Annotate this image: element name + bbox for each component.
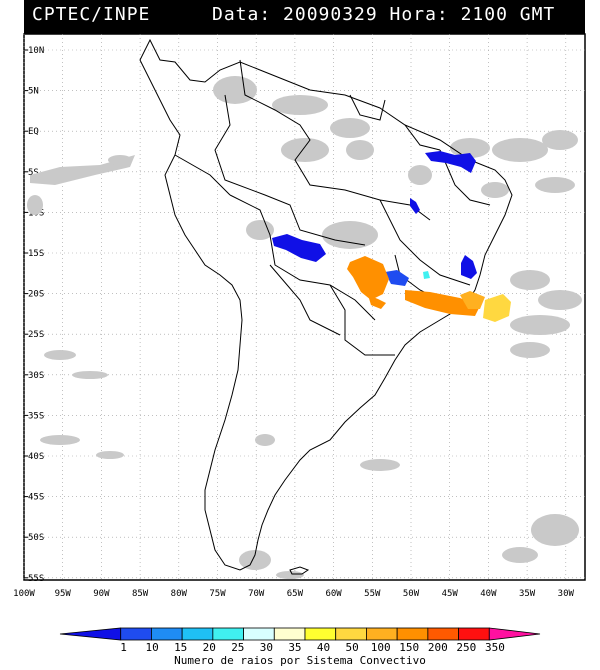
lat-label: 40S [28,452,44,462]
lat-label: 50S [28,533,44,543]
cluster-bahia [461,255,477,279]
legend-swatch [243,627,275,641]
cluster-sao-paulo [405,290,480,316]
cluster-atlantic [483,294,511,322]
lat-label: 5N [28,87,39,97]
cluster-bolivia [272,234,326,262]
legend-value: 10 [146,641,159,654]
legend-value: 15 [174,641,187,654]
convective-systems [272,151,511,322]
legend-swatch [488,627,541,641]
legend-swatch [212,627,244,641]
lon-label: 55W [364,589,381,599]
legend-value: 35 [288,641,301,654]
lat-label: EQ [28,127,39,137]
legend-labels: 1 10 15 20 25 30 35 40 50 100 150 200 250 350 [120,641,505,654]
cluster-mato-grosso [347,256,389,300]
cluster-northeast [425,151,476,173]
legend-swatch [120,627,152,641]
legend-swatch [396,627,429,641]
cluster-goias [385,270,409,286]
lon-label: 85W [132,589,149,599]
legend-value: 20 [203,641,216,654]
cluster-rio [460,291,485,309]
lat-label: 10N [28,46,44,56]
legend-value: 350 [485,641,505,654]
legend-value: 150 [399,641,419,654]
legend-swatch [335,627,367,641]
lat-label: 5S [28,168,39,178]
legend-value: 40 [317,641,330,654]
lat-label: 20S [28,290,44,300]
title-bar: CPTEC/INPE Data: 20090329 Hora: 2100 GMT [24,0,585,34]
lon-label: 35W [519,589,536,599]
cluster-cyan [423,271,430,279]
continent-outline [139,38,513,571]
lon-label: 45W [442,589,459,599]
lat-label: 35S [28,411,44,421]
lon-label: 90W [93,589,110,599]
lon-label: 40W [480,589,497,599]
legend-swatch [151,627,183,641]
lon-label: 75W [209,589,226,599]
lat-label: 55S [28,574,44,584]
cloud-cover [27,76,582,579]
legend-colorbar [59,627,541,641]
lon-label: 60W [325,589,342,599]
lat-label: 15S [28,249,44,259]
legend-value: 50 [345,641,358,654]
datetime-label: Data: 20090329 Hora: 2100 GMT [212,4,556,25]
legend-value: 250 [456,641,476,654]
legend-swatch [304,627,337,641]
lon-label: 65W [287,589,304,599]
lon-label: 70W [248,589,265,599]
lat-label: 30S [28,371,44,381]
lat-label: 25S [28,330,44,340]
longitude-labels: 100W 95W 90W 85W 80W 75W 70W 65W 60W 55W 50W 45W 40W… [13,589,574,599]
legend-value: 30 [260,641,273,654]
lat-label: 45S [28,493,44,503]
legend-swatch [273,627,306,641]
cluster-tocantins [410,198,420,214]
source-label: CPTEC/INPE [32,4,151,25]
lon-label: 100W [13,589,35,599]
legend-value: 200 [428,641,448,654]
legend-swatch [458,627,490,641]
latitude-labels: 10N5NEQ5S10S15S20S25S30S35S40S45S50S55S [28,46,44,584]
lon-label: 95W [55,589,72,599]
cluster-mato-grosso-south [368,295,386,309]
lon-label: 80W [171,589,188,599]
legend-caption: Numero de raios por Sistema Convectivo [174,654,426,667]
legend-value: 100 [371,641,391,654]
legend-swatch [366,627,398,641]
lon-label: 30W [558,589,575,599]
lon-label: 50W [403,589,420,599]
legend-swatch [427,627,459,641]
legend-swatch [59,627,122,641]
falkland-islands [289,566,310,575]
legend-value: 1 [120,641,127,654]
legend-value: 25 [231,641,244,654]
legend-swatch [181,627,214,641]
